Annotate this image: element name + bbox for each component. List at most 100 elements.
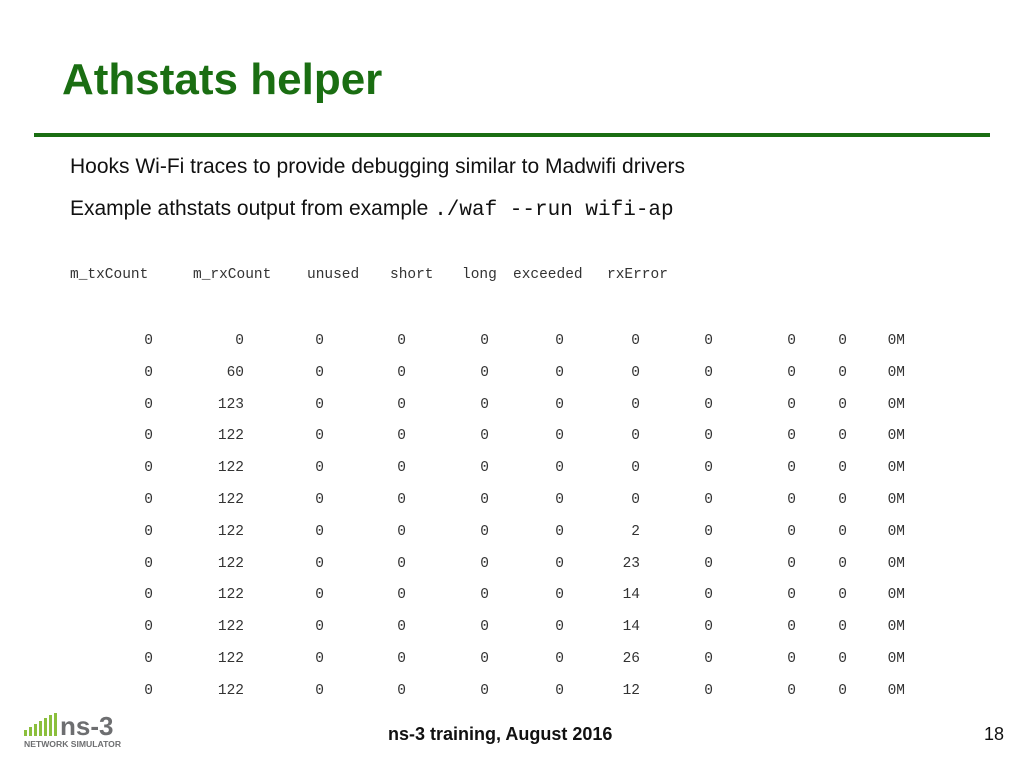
table-cell: 0 [397, 333, 406, 349]
table-row: 0 122 0 0 0 0 0 0 0 0 0M [120, 453, 905, 485]
table-cell: 122 [217, 428, 244, 445]
table-cell: 0 [838, 650, 847, 667]
table-cell: 0M [887, 587, 905, 604]
table-cell: 0M [887, 555, 905, 572]
table-cell: 0 [397, 555, 406, 572]
table-cell: 0 [704, 523, 713, 540]
table-cell: 122 [217, 491, 244, 508]
table-cell: 0 [397, 428, 406, 445]
table-cell: 0 [397, 364, 406, 381]
table-cell: 122 [217, 650, 244, 667]
table-cell: 26 [622, 650, 640, 667]
table-cell: 0 [480, 364, 489, 381]
table-cell: 0 [144, 333, 153, 349]
signal-bars-icon [24, 713, 57, 736]
table-cell: 12 [622, 682, 640, 699]
table-cell: 0 [787, 523, 796, 540]
table-cell: 0 [787, 587, 796, 604]
table-cell: 0 [480, 555, 489, 572]
table-cell: 0 [315, 587, 324, 604]
table-cell: 0 [838, 491, 847, 508]
header-rxerror: rxError [607, 267, 668, 283]
table-cell: 0 [480, 396, 489, 413]
table-cell: 0 [631, 333, 640, 349]
table-cell: 0 [787, 650, 796, 667]
table-cell: 0 [704, 555, 713, 572]
table-row: 0 122 0 0 0 0 12 0 0 0 0M [120, 676, 905, 708]
table-cell: 0 [555, 650, 564, 667]
table-cell: 0 [555, 555, 564, 572]
table-cell: 0 [315, 523, 324, 540]
table-cell: 0 [555, 364, 564, 381]
table-cell: 0 [704, 364, 713, 381]
table-cell: 0 [838, 460, 847, 477]
header-unused: unused [307, 267, 360, 283]
table-cell: 0 [144, 587, 153, 604]
table-cell: 0 [704, 682, 713, 699]
table-cell: 123 [217, 396, 244, 413]
table-cell: 0 [787, 333, 796, 349]
table-cell: 0 [704, 619, 713, 636]
table-cell: 0 [315, 682, 324, 699]
header-exceeded: exceeded [513, 267, 583, 283]
table-cell: 122 [217, 587, 244, 604]
table-cell: 0 [555, 333, 564, 349]
table-cell: 0 [555, 523, 564, 540]
table-cell: 0 [480, 523, 489, 540]
header-short: short [390, 267, 434, 283]
table-cell: 0 [787, 460, 796, 477]
table-cell: 0 [397, 523, 406, 540]
table-cell: 0 [787, 491, 796, 508]
table-cell: 0 [838, 682, 847, 699]
bullet-hooks-wifi: Hooks Wi-Fi traces to provide debugging … [70, 155, 686, 178]
table-cell: 0 [704, 396, 713, 413]
title-divider [34, 133, 990, 137]
table-cell: 0 [315, 555, 324, 572]
table-row: 0 60 0 0 0 0 0 0 0 0 0M [120, 358, 905, 390]
table-row: 0 122 0 0 0 0 14 0 0 0 0M [120, 580, 905, 612]
athstats-output-table: 0 0 0 0 0 0 0 0 0 0 0M 0 60 0 0 0 0 0 0 0 0 0M 0 123 0 0 0 0 0 0 0 0 0M 0… [120, 326, 905, 708]
table-cell: 0 [787, 364, 796, 381]
table-cell: 0 [631, 460, 640, 477]
table-cell: 0 [631, 364, 640, 381]
table-cell: 0 [631, 428, 640, 445]
table-cell: 122 [217, 555, 244, 572]
table-cell: 0 [631, 491, 640, 508]
table-cell: 0M [887, 428, 905, 445]
table-cell: 14 [622, 587, 640, 604]
table-cell: 0 [838, 333, 847, 349]
table-cell: 0 [144, 428, 153, 445]
table-cell: 0 [555, 619, 564, 636]
table-cell: 0 [397, 491, 406, 508]
table-cell: 0 [555, 396, 564, 413]
table-cell: 0 [315, 364, 324, 381]
table-cell: 0M [887, 523, 905, 540]
table-cell: 0 [144, 619, 153, 636]
table-cell: 0 [480, 587, 489, 604]
table-cell: 122 [217, 682, 244, 699]
table-cell: 0 [480, 428, 489, 445]
table-cell: 0M [887, 460, 905, 477]
table-row: 0 122 0 0 0 0 0 0 0 0 0M [120, 485, 905, 517]
table-cell: 0 [397, 682, 406, 699]
table-cell: 0 [704, 428, 713, 445]
table-cell: 0 [144, 650, 153, 667]
table-cell: 2 [631, 523, 640, 540]
table-cell: 23 [622, 555, 640, 572]
table-cell: 0 [838, 619, 847, 636]
table-cell: 60 [226, 364, 244, 381]
page-number: 18 [983, 724, 1004, 744]
table-cell: 0 [480, 682, 489, 699]
table-cell: 0M [887, 364, 905, 381]
header-long: long [462, 267, 497, 283]
table-cell: 0M [887, 682, 905, 699]
logo-subtitle: NETWORK SIMULATOR [24, 739, 122, 749]
table-cell: 0 [144, 491, 153, 508]
table-cell: 0 [144, 523, 153, 540]
table-cell: 0 [555, 491, 564, 508]
table-cell: 0 [315, 650, 324, 667]
table-cell: 122 [217, 523, 244, 540]
table-cell: 0M [887, 650, 905, 667]
table-cell: 0 [838, 555, 847, 572]
table-cell: 0 [397, 587, 406, 604]
